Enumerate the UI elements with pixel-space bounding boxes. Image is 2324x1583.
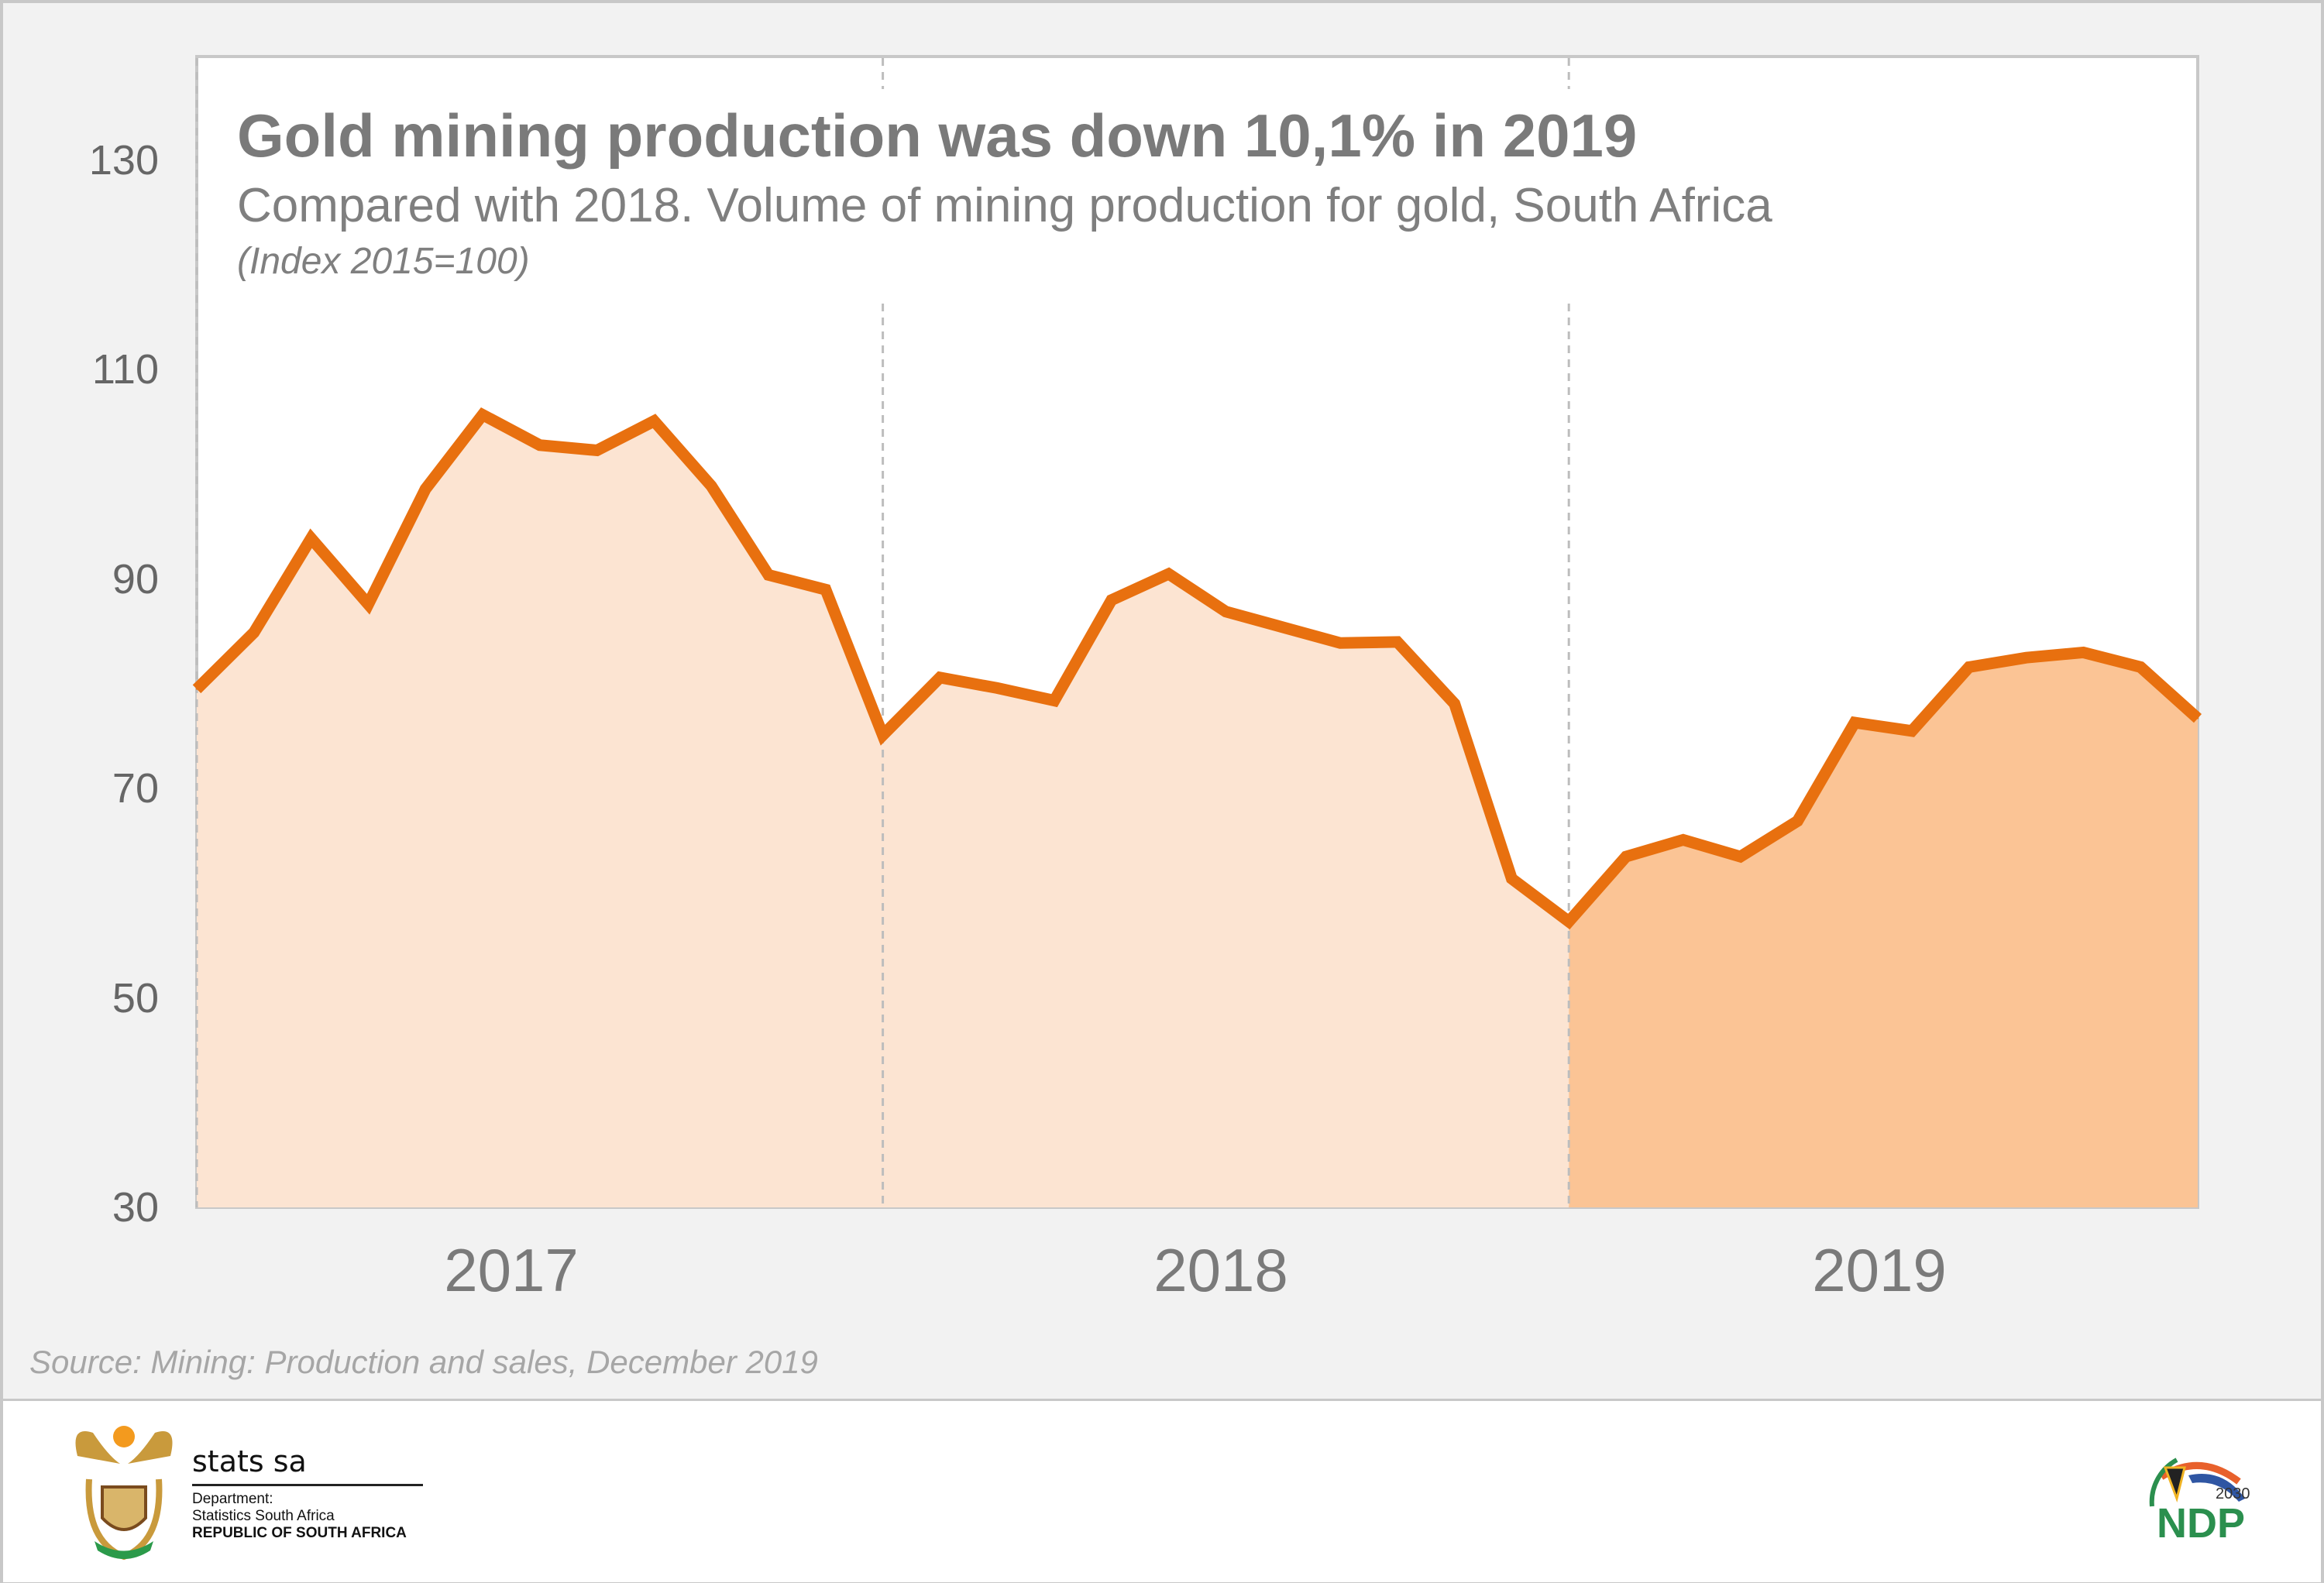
data-point bbox=[1110, 599, 1112, 601]
data-point bbox=[2082, 651, 2085, 654]
department-text: Department: Statistics South Africa REPU… bbox=[192, 1491, 407, 1542]
data-point bbox=[596, 449, 598, 452]
data-point bbox=[710, 485, 713, 487]
y-tick-label: 90 bbox=[112, 555, 159, 603]
chart-title: Gold mining production was down 10,1% in… bbox=[237, 101, 1638, 170]
data-point bbox=[1282, 626, 1284, 628]
data-point bbox=[196, 688, 198, 690]
source-note: Source: Mining: Production and sales, De… bbox=[29, 1344, 818, 1380]
y-tick-label: 130 bbox=[88, 137, 159, 184]
data-point bbox=[1453, 702, 1456, 705]
data-point bbox=[367, 603, 370, 606]
y-tick-label: 30 bbox=[112, 1184, 159, 1231]
x-tick-label: 2017 bbox=[444, 1236, 579, 1304]
data-point bbox=[1225, 610, 1227, 613]
data-point bbox=[1625, 856, 1627, 858]
index-note: (Index 2015=100) bbox=[237, 241, 530, 282]
data-point bbox=[1739, 856, 1741, 858]
dept-line2: Statistics South Africa bbox=[192, 1508, 335, 1524]
data-point bbox=[1854, 722, 1856, 724]
data-point bbox=[939, 676, 941, 678]
data-point bbox=[1339, 642, 1341, 644]
data-point bbox=[253, 631, 255, 634]
data-point bbox=[1968, 666, 1970, 668]
data-point bbox=[2140, 666, 2142, 668]
x-tick-label: 2018 bbox=[1153, 1236, 1288, 1304]
dept-line3: REPUBLIC OF SOUTH AFRICA bbox=[192, 1525, 407, 1541]
dept-line1: Department: bbox=[192, 1491, 273, 1507]
data-point bbox=[1167, 573, 1170, 575]
y-tick-label: 110 bbox=[91, 346, 159, 393]
y-tick-label: 50 bbox=[112, 974, 159, 1022]
data-point bbox=[1796, 820, 1799, 822]
data-point bbox=[768, 574, 769, 576]
data-point bbox=[1682, 839, 1684, 841]
footer bbox=[3, 1399, 2321, 1582]
data-point bbox=[482, 414, 483, 416]
series-line bbox=[192, 407, 2202, 930]
data-point bbox=[538, 444, 541, 446]
data-point bbox=[425, 488, 427, 490]
area-2019 bbox=[1569, 652, 2198, 1207]
data-point bbox=[1911, 730, 1913, 732]
data-point bbox=[882, 734, 884, 737]
brand-rule bbox=[192, 1484, 423, 1486]
data-point bbox=[1054, 699, 1055, 702]
data-point bbox=[1396, 640, 1398, 643]
data-point bbox=[653, 420, 655, 422]
data-point bbox=[1511, 877, 1513, 880]
data-point bbox=[824, 589, 827, 591]
chart-subtitle: Compared with 2018. Volume of mining pro… bbox=[237, 179, 1772, 232]
x-tick-label: 2019 bbox=[1812, 1236, 1947, 1304]
data-point bbox=[310, 537, 312, 540]
data-point bbox=[996, 687, 999, 689]
data-point bbox=[1568, 920, 1570, 922]
stats-sa-brand: stats sa bbox=[192, 1444, 307, 1478]
y-tick-label: 70 bbox=[112, 765, 159, 812]
data-point bbox=[2025, 657, 2027, 659]
data-point bbox=[2197, 717, 2199, 719]
